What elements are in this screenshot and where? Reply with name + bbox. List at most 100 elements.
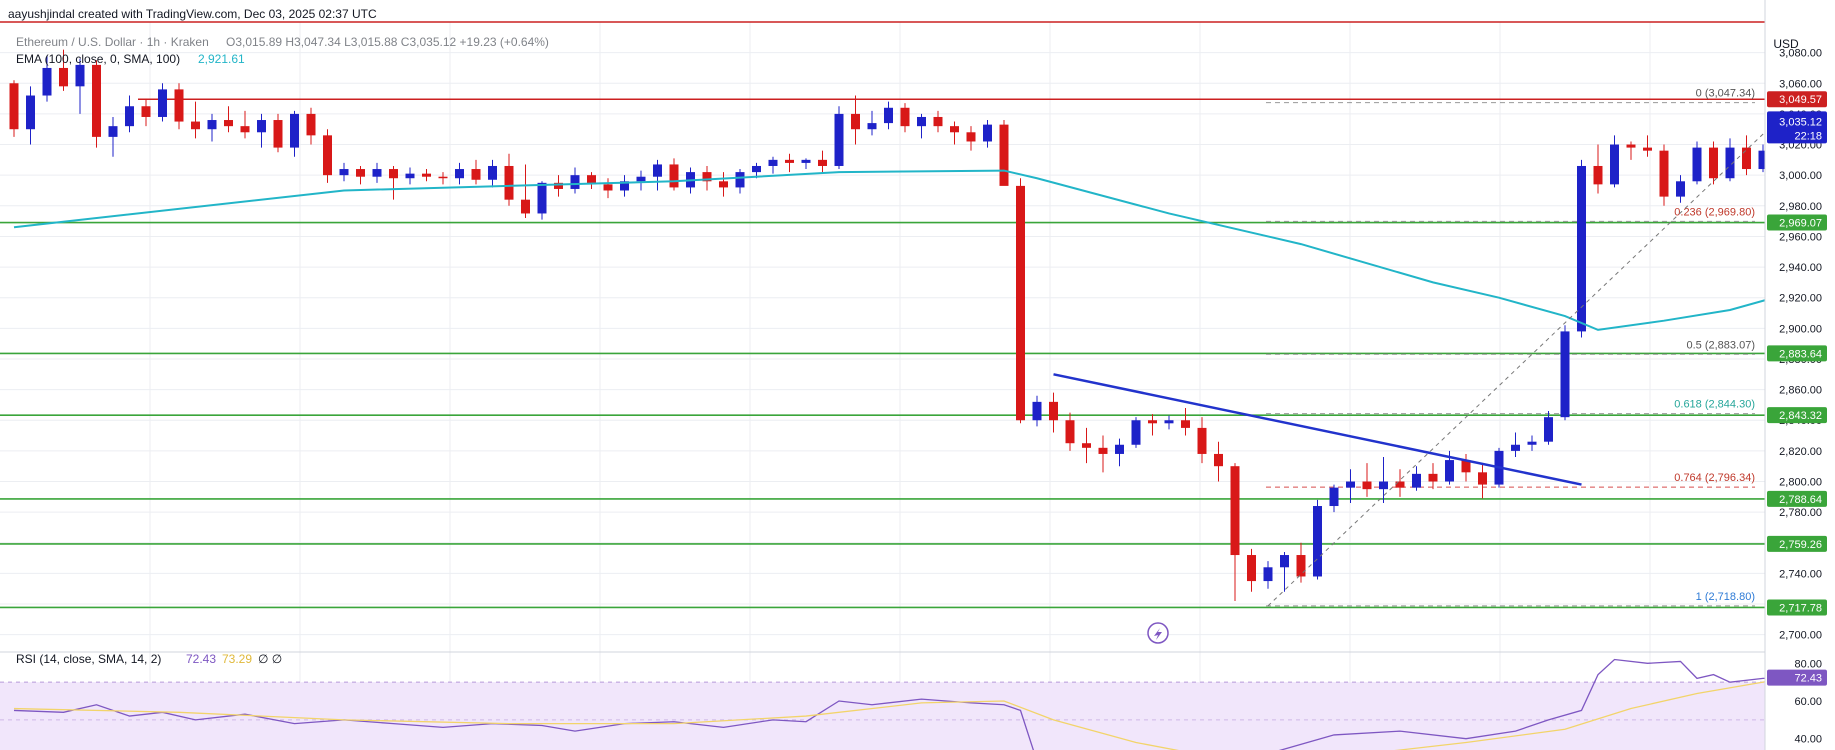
candle-body — [933, 116, 943, 127]
replay-icon[interactable] — [1147, 622, 1169, 644]
candle — [1544, 411, 1553, 445]
candle-body — [1445, 460, 1454, 482]
candle — [1131, 417, 1141, 448]
candle-body — [1181, 420, 1190, 428]
candle-body — [273, 120, 283, 148]
symbol-label[interactable]: Ethereum / U.S. Dollar · 1h · Kraken — [16, 35, 209, 49]
candle-body — [174, 89, 184, 122]
candle-body — [636, 176, 646, 182]
candle-body — [801, 159, 811, 163]
candle-body — [570, 175, 580, 189]
current-price-text: 3,035.12 — [1779, 116, 1822, 128]
level-price-pill — [1767, 214, 1827, 231]
ema-legend-label[interactable]: EMA (100, close, 0, SMA, 100) — [16, 52, 180, 66]
candle-body — [1362, 481, 1372, 490]
candle-body — [191, 121, 200, 130]
candle-body — [653, 164, 662, 177]
candle-body — [1676, 181, 1685, 197]
candle-body — [669, 164, 679, 188]
candle-body — [59, 67, 68, 87]
candle — [735, 169, 745, 194]
candle — [653, 159, 662, 191]
candle-body — [834, 113, 844, 166]
candle-body — [405, 173, 415, 179]
fib-label: 0 (3,047.34) — [1696, 88, 1755, 100]
candle-body — [999, 124, 1009, 186]
candle-body — [42, 67, 52, 96]
candle-body — [1659, 150, 1669, 197]
candle — [900, 103, 910, 133]
candle-body — [108, 126, 118, 137]
candle-body — [1296, 555, 1306, 577]
candle — [768, 156, 778, 174]
candle — [603, 178, 613, 199]
candle-body — [240, 126, 250, 133]
candle — [1214, 441, 1223, 482]
candle — [1082, 427, 1091, 464]
candle-body — [735, 172, 745, 188]
candle-body — [1263, 567, 1273, 582]
rsi-tick-label: 40.00 — [1794, 734, 1822, 746]
candle-body — [92, 64, 101, 137]
countdown-text: 22:18 — [1794, 130, 1822, 142]
candle-body — [207, 120, 217, 130]
candle — [1362, 463, 1372, 497]
rsi-panel — [0, 658, 1797, 750]
candle — [1313, 499, 1322, 580]
candle — [158, 83, 167, 122]
fib-label: 0.5 (2,883.07) — [1687, 339, 1756, 351]
candle-body — [1016, 185, 1025, 421]
level-price-pill — [1767, 490, 1827, 507]
candle-body — [603, 184, 613, 191]
candle-body — [438, 176, 448, 179]
candle-body — [900, 107, 910, 127]
ema-legend-value: 2,921.61 — [198, 52, 245, 66]
level-price-pill — [1767, 407, 1827, 424]
candle — [999, 120, 1009, 186]
candle — [801, 158, 811, 170]
price-tick-label: 2,920.00 — [1779, 293, 1822, 305]
trendline — [1053, 373, 1582, 486]
candle-body — [521, 199, 530, 214]
price-tick-label: 3,060.00 — [1779, 78, 1822, 90]
price-tick-label: 2,960.00 — [1779, 231, 1822, 243]
candle — [867, 110, 877, 136]
candle — [1428, 463, 1438, 490]
rsi-legend-label[interactable]: RSI (14, close, SMA, 14, 2) — [16, 652, 161, 666]
candle — [620, 175, 629, 197]
candle-body — [1247, 555, 1256, 582]
candle — [323, 129, 332, 183]
price-tick-label: 2,980.00 — [1779, 201, 1822, 213]
level-price-text: 3,049.57 — [1779, 94, 1822, 106]
candle — [504, 153, 514, 206]
candle-body — [884, 107, 893, 124]
candle-body — [983, 124, 992, 142]
candle-body — [1758, 150, 1768, 170]
candle-body — [1527, 441, 1537, 445]
candle — [1758, 144, 1768, 173]
candle — [1181, 407, 1190, 436]
candle — [1032, 395, 1042, 427]
candle-body — [1164, 420, 1174, 424]
candle — [554, 175, 563, 197]
candle — [1692, 141, 1702, 185]
candle-body — [1197, 427, 1207, 454]
price-tick-label: 2,700.00 — [1779, 630, 1822, 642]
candle-body — [1313, 506, 1322, 577]
fib-label: 0.618 (2,844.30) — [1674, 399, 1755, 411]
candle-body — [1742, 147, 1751, 170]
candle-body — [372, 169, 382, 177]
candle-body — [785, 159, 794, 163]
candle — [570, 167, 580, 194]
rsi-legend-extra: ∅ ∅ — [258, 652, 282, 666]
currency-label[interactable]: USD — [1773, 37, 1799, 51]
candle — [1478, 463, 1487, 499]
level-price-pill — [1767, 599, 1827, 616]
candle-body — [1626, 144, 1636, 148]
candle-body — [488, 165, 497, 180]
candle-body — [768, 159, 778, 166]
candle-body — [1709, 147, 1718, 179]
candle — [884, 101, 893, 130]
rsi-line — [13, 658, 1797, 750]
